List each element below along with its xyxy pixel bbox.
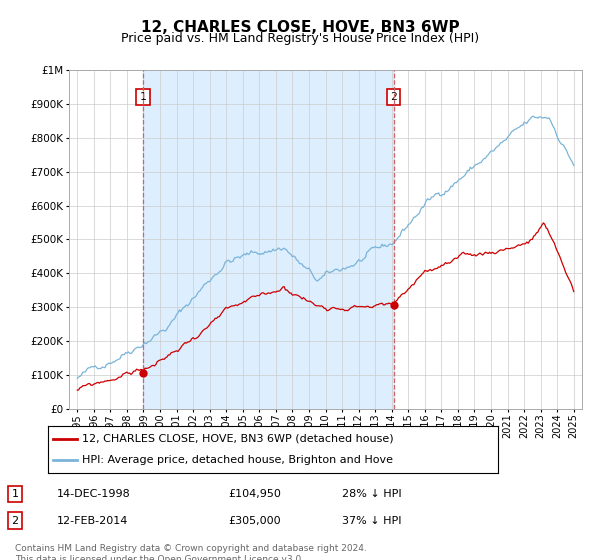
Text: 2: 2 [391,92,397,102]
Text: 2: 2 [11,516,19,526]
Text: Price paid vs. HM Land Registry's House Price Index (HPI): Price paid vs. HM Land Registry's House … [121,32,479,45]
Bar [143,70,394,409]
Text: Contains HM Land Registry data © Crown copyright and database right 2024.
This d: Contains HM Land Registry data © Crown c… [15,544,367,560]
Text: £104,950: £104,950 [228,489,281,499]
Text: 37% ↓ HPI: 37% ↓ HPI [342,516,401,526]
Text: 28% ↓ HPI: 28% ↓ HPI [342,489,401,499]
Text: 12, CHARLES CLOSE, HOVE, BN3 6WP: 12, CHARLES CLOSE, HOVE, BN3 6WP [140,20,460,35]
Text: 14-DEC-1998: 14-DEC-1998 [57,489,131,499]
Text: £305,000: £305,000 [228,516,281,526]
Text: HPI: Average price, detached house, Brighton and Hove: HPI: Average price, detached house, Brig… [82,455,393,465]
Text: 1: 1 [11,489,19,499]
Text: 1: 1 [139,92,146,102]
Text: 12, CHARLES CLOSE, HOVE, BN3 6WP (detached house): 12, CHARLES CLOSE, HOVE, BN3 6WP (detach… [82,434,394,444]
Text: 12-FEB-2014: 12-FEB-2014 [57,516,128,526]
